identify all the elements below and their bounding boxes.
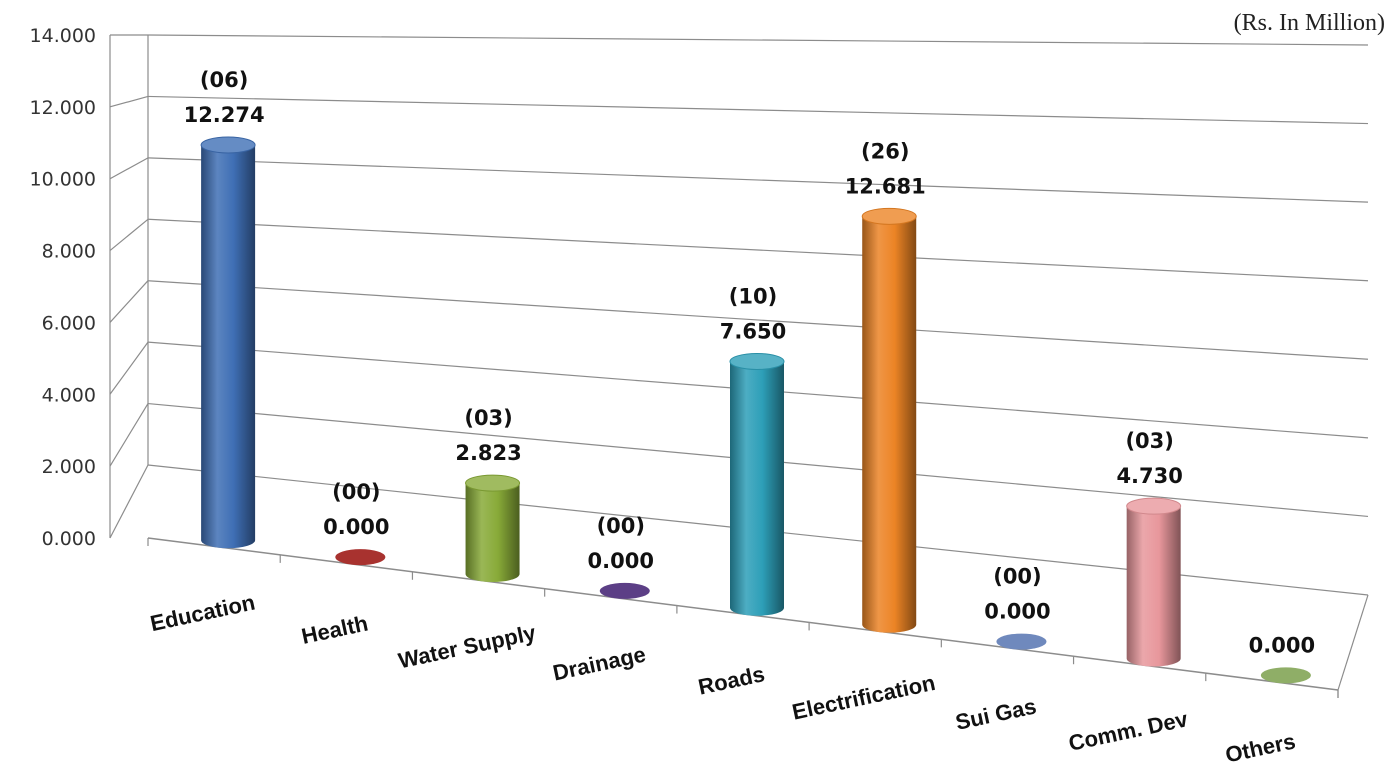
value-label: 2.823 [455, 441, 521, 465]
gridline [147, 157, 1369, 203]
y-tick-label: 0.000 [42, 528, 96, 550]
side-gridline [109, 218, 149, 252]
bar-top [1126, 497, 1182, 515]
count-label: (03) [464, 406, 512, 430]
value-label: 0.000 [1249, 633, 1315, 657]
bar-drainage [599, 582, 650, 599]
count-label: (00) [993, 565, 1041, 589]
bar-others [1260, 667, 1311, 684]
value-label: 0.000 [984, 600, 1050, 624]
value-label: 0.000 [588, 549, 654, 573]
count-label: (03) [1125, 429, 1173, 453]
side-gridline [109, 341, 149, 395]
bar-water-supply [465, 483, 520, 583]
gridline [147, 34, 1369, 46]
bar-top [465, 474, 521, 492]
category-label: Education [148, 590, 257, 637]
bar-health [335, 549, 386, 566]
unit-note: (Rs. In Million) [1234, 10, 1385, 36]
count-label: (00) [332, 480, 380, 504]
y-tick-label: 14.000 [30, 25, 96, 47]
bar-roads [730, 361, 784, 616]
gridline [147, 95, 1369, 125]
y-tick-label: 4.000 [42, 384, 96, 406]
side-gridline [109, 464, 149, 539]
bar-electrification [862, 216, 917, 633]
value-label: 4.730 [1116, 464, 1182, 488]
y-tick-label: 10.000 [30, 169, 96, 191]
bar-education [201, 145, 256, 549]
bar-comm-dev [1126, 506, 1181, 667]
bar-top [861, 207, 917, 225]
bar-sui-gas [996, 633, 1047, 650]
bar-top [729, 352, 785, 370]
category-label: Sui Gas [953, 693, 1038, 734]
count-label: (00) [597, 514, 645, 538]
category-label: Electrification [790, 670, 938, 725]
value-label: 7.650 [720, 319, 786, 343]
count-label: (10) [729, 284, 777, 308]
category-label: Roads [696, 661, 767, 699]
side-gridline [109, 157, 149, 180]
value-label: 12.681 [845, 174, 926, 198]
count-label: (26) [861, 139, 909, 163]
category-label: Drainage [551, 641, 648, 685]
side-gridline [109, 280, 149, 323]
y-tick-label: 2.000 [42, 456, 96, 478]
y-tick-label: 12.000 [30, 97, 96, 119]
value-label: 0.000 [323, 515, 389, 539]
category-label: Health [299, 611, 370, 649]
floor-right-edge [1337, 594, 1369, 691]
bar-top [200, 136, 256, 154]
category-label: Comm. Dev [1066, 706, 1190, 756]
side-gridline [109, 95, 149, 108]
value-label: 12.274 [184, 103, 265, 127]
gridline [147, 218, 1369, 282]
gridline [147, 280, 1369, 360]
side-gridline [109, 403, 149, 467]
category-label: Water Supply [396, 620, 539, 674]
y-tick-label: 6.000 [42, 312, 96, 334]
count-label: (06) [200, 68, 248, 92]
y-tick-label: 8.000 [42, 241, 96, 263]
category-label: Others [1223, 728, 1298, 767]
